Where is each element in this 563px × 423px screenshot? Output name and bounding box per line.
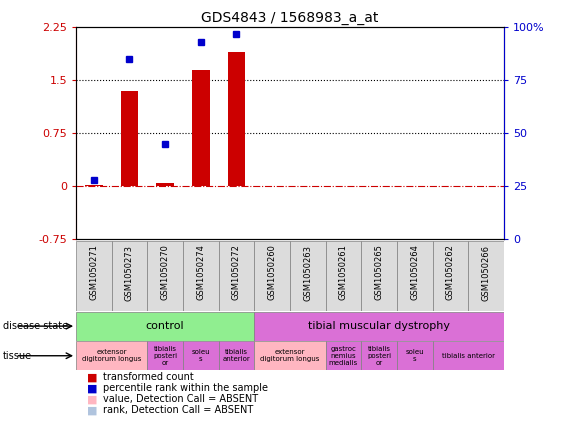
Bar — [157, 183, 174, 186]
Text: GSM1050260: GSM1050260 — [267, 244, 276, 300]
Bar — [361, 241, 397, 311]
Text: extensor
digitorum longus: extensor digitorum longus — [82, 349, 141, 362]
Text: GSM1050272: GSM1050272 — [232, 244, 241, 300]
Bar — [254, 341, 325, 370]
Text: GSM1050266: GSM1050266 — [481, 244, 490, 301]
Bar — [325, 241, 361, 311]
Bar — [85, 185, 103, 186]
Bar — [254, 312, 504, 341]
Bar — [192, 70, 210, 186]
Bar — [361, 341, 397, 370]
Text: GSM1050265: GSM1050265 — [374, 244, 383, 300]
Text: ■: ■ — [87, 394, 98, 404]
Text: transformed count: transformed count — [103, 372, 194, 382]
Bar — [76, 241, 111, 311]
Text: GSM1050261: GSM1050261 — [339, 244, 348, 300]
Text: GSM1050270: GSM1050270 — [160, 244, 169, 300]
Bar — [227, 52, 245, 186]
Text: tissue: tissue — [3, 351, 32, 361]
Bar — [432, 241, 468, 311]
Text: disease state: disease state — [3, 321, 68, 331]
Bar — [183, 241, 218, 311]
Bar — [218, 341, 254, 370]
Text: extensor
digitorum longus: extensor digitorum longus — [260, 349, 320, 362]
Bar — [148, 341, 183, 370]
Bar — [76, 312, 254, 341]
Bar — [325, 341, 361, 370]
Bar — [397, 341, 432, 370]
Text: soleu
s: soleu s — [191, 349, 210, 362]
Bar — [148, 241, 183, 311]
Text: control: control — [146, 321, 185, 331]
Text: ■: ■ — [87, 383, 98, 393]
Title: GDS4843 / 1568983_a_at: GDS4843 / 1568983_a_at — [201, 11, 379, 25]
Text: ■: ■ — [87, 372, 98, 382]
Text: tibialis anterior: tibialis anterior — [442, 353, 495, 359]
Text: rank, Detection Call = ABSENT: rank, Detection Call = ABSENT — [103, 405, 253, 415]
Bar — [432, 341, 504, 370]
Text: soleu
s: soleu s — [405, 349, 424, 362]
Bar — [254, 241, 290, 311]
Text: tibialis
anterior: tibialis anterior — [222, 349, 251, 362]
Bar — [218, 241, 254, 311]
Bar — [183, 341, 218, 370]
Text: GSM1050274: GSM1050274 — [196, 244, 205, 300]
Text: ■: ■ — [87, 405, 98, 415]
Text: GSM1050271: GSM1050271 — [90, 244, 99, 300]
Bar — [397, 241, 432, 311]
Text: gastroc
nemius
medialis: gastroc nemius medialis — [329, 346, 358, 366]
Text: value, Detection Call = ABSENT: value, Detection Call = ABSENT — [103, 394, 258, 404]
Text: tibialis
posteri
or: tibialis posteri or — [153, 346, 177, 366]
Text: GSM1050273: GSM1050273 — [125, 244, 134, 301]
Bar — [111, 241, 148, 311]
Text: percentile rank within the sample: percentile rank within the sample — [103, 383, 268, 393]
Bar — [468, 241, 504, 311]
Text: GSM1050262: GSM1050262 — [446, 244, 455, 300]
Text: tibialis
posteri
or: tibialis posteri or — [367, 346, 391, 366]
Bar — [120, 91, 138, 186]
Text: tibial muscular dystrophy: tibial muscular dystrophy — [308, 321, 450, 331]
Text: GSM1050263: GSM1050263 — [303, 244, 312, 301]
Text: GSM1050264: GSM1050264 — [410, 244, 419, 300]
Bar — [76, 341, 148, 370]
Bar — [290, 241, 325, 311]
